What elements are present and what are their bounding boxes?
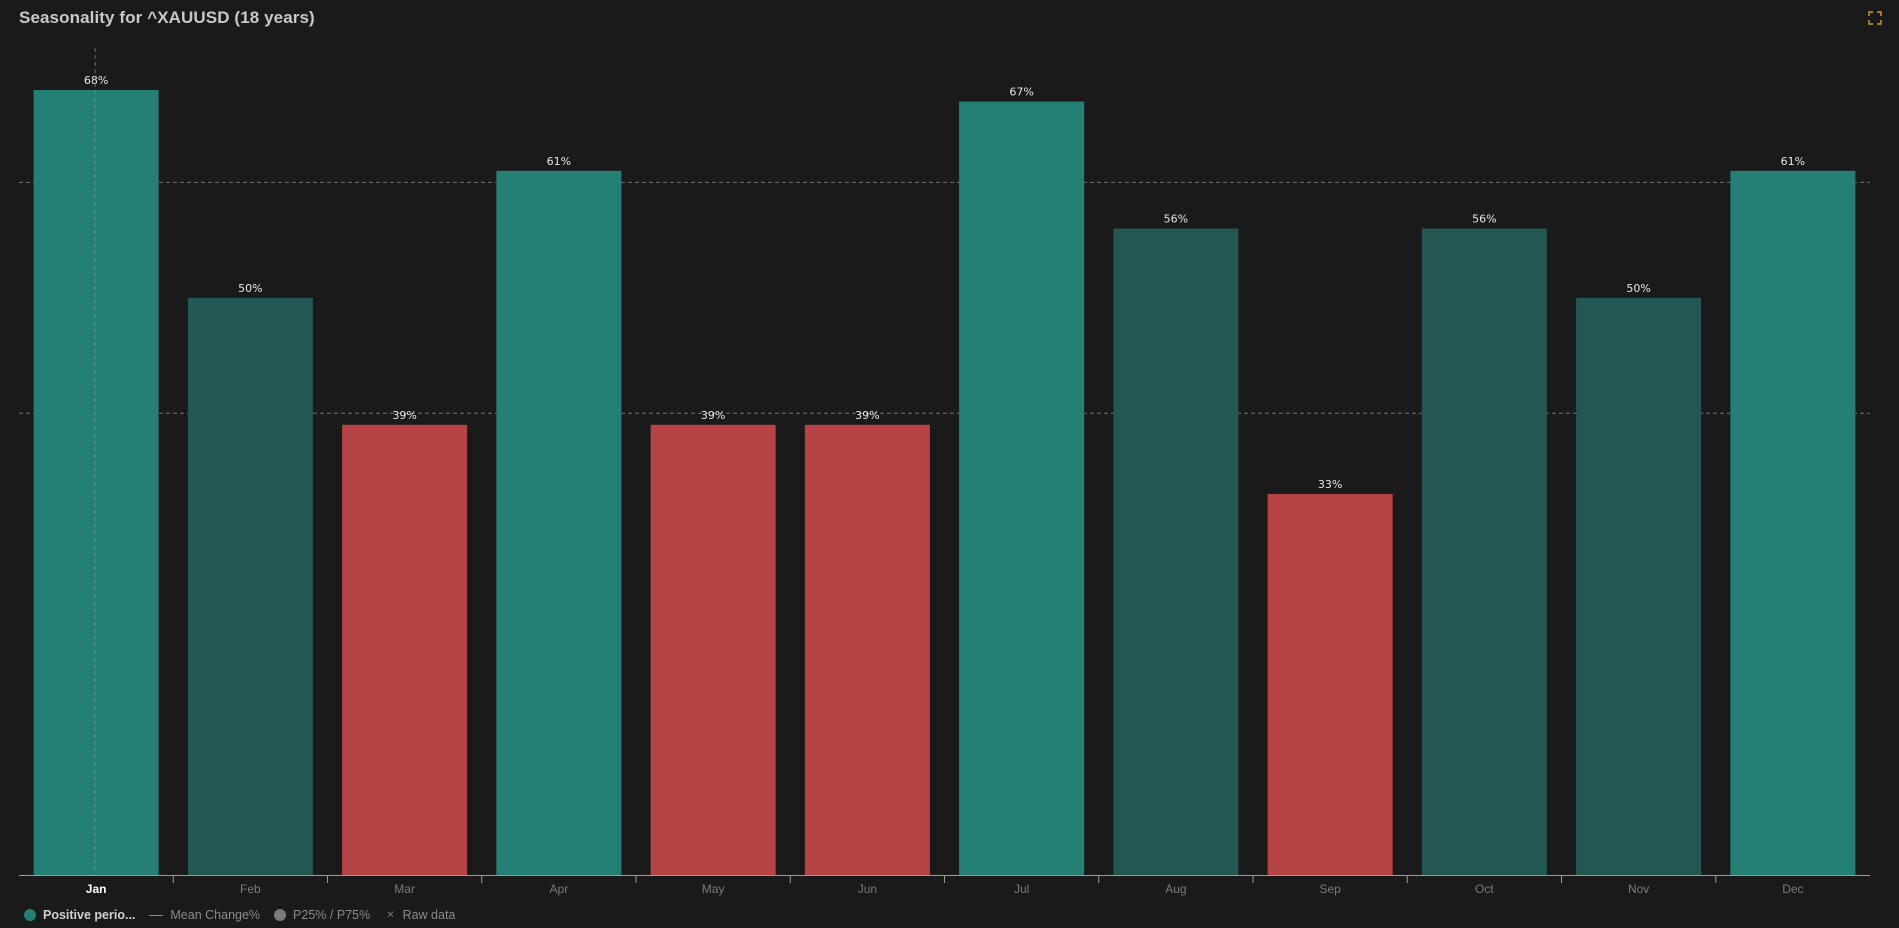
bar-may[interactable] xyxy=(650,424,776,875)
legend-label: P25% / P75% xyxy=(293,908,371,922)
data-label: 39% xyxy=(392,409,416,422)
x-tick-label: Mar xyxy=(394,882,415,896)
legend-swatch-dot xyxy=(274,909,287,921)
bar-oct[interactable] xyxy=(1421,228,1547,875)
legend-label: Raw data xyxy=(402,908,456,922)
legend-swatch-line xyxy=(149,914,164,916)
data-label: 50% xyxy=(1626,282,1650,295)
bar-aug[interactable] xyxy=(1113,228,1239,875)
x-tick-label: Aug xyxy=(1165,882,1186,896)
bar-mar[interactable] xyxy=(342,424,468,875)
data-label: 50% xyxy=(238,282,262,295)
chart-legend: Positive perio... Mean Change% P25% / P7… xyxy=(24,907,469,923)
x-tick-label: Feb xyxy=(240,882,261,896)
bar-apr[interactable] xyxy=(496,170,622,875)
x-tick-label: Oct xyxy=(1475,882,1494,896)
data-label: 68% xyxy=(84,74,108,87)
data-label: 39% xyxy=(701,409,725,422)
x-tick-label: Sep xyxy=(1319,882,1341,896)
data-label: 33% xyxy=(1318,478,1342,491)
legend-item-mean-change[interactable]: Mean Change% xyxy=(149,908,260,922)
bar-feb[interactable] xyxy=(187,297,313,875)
x-tick-label: Jul xyxy=(1014,882,1029,896)
bar-jun[interactable] xyxy=(804,424,930,875)
cross-icon: ✕ xyxy=(386,909,395,921)
x-tick-label: Jan xyxy=(86,882,107,896)
expand-icon[interactable] xyxy=(1868,11,1882,25)
chart-title: Seasonality for ^XAUUSD (18 years) xyxy=(19,8,315,27)
bar-dec[interactable] xyxy=(1730,170,1856,875)
bar-nov[interactable] xyxy=(1576,297,1702,875)
bar-jan[interactable] xyxy=(33,90,159,875)
legend-label: Mean Change% xyxy=(170,908,261,922)
data-label: 56% xyxy=(1164,213,1188,226)
legend-label: Positive perio... xyxy=(43,908,136,922)
data-label: 61% xyxy=(547,155,571,168)
legend-item-positive-periods[interactable]: Positive perio... xyxy=(24,908,135,922)
bar-jul[interactable] xyxy=(959,101,1085,875)
data-label: 61% xyxy=(1781,155,1805,168)
x-tick-label: Dec xyxy=(1782,882,1803,896)
legend-item-raw-data[interactable]: ✕ Raw data xyxy=(384,908,455,922)
data-label: 67% xyxy=(1009,86,1033,99)
x-tick-label: May xyxy=(702,882,725,896)
x-tick-label: Apr xyxy=(550,882,569,896)
x-tick-label: Jun xyxy=(858,882,877,896)
data-label: 39% xyxy=(855,409,879,422)
bar-sep[interactable] xyxy=(1267,494,1393,875)
x-tick-label: Nov xyxy=(1628,882,1649,896)
data-label: 56% xyxy=(1472,213,1496,226)
legend-item-p25-p75[interactable]: P25% / P75% xyxy=(274,908,370,922)
legend-swatch-dot xyxy=(24,909,36,921)
